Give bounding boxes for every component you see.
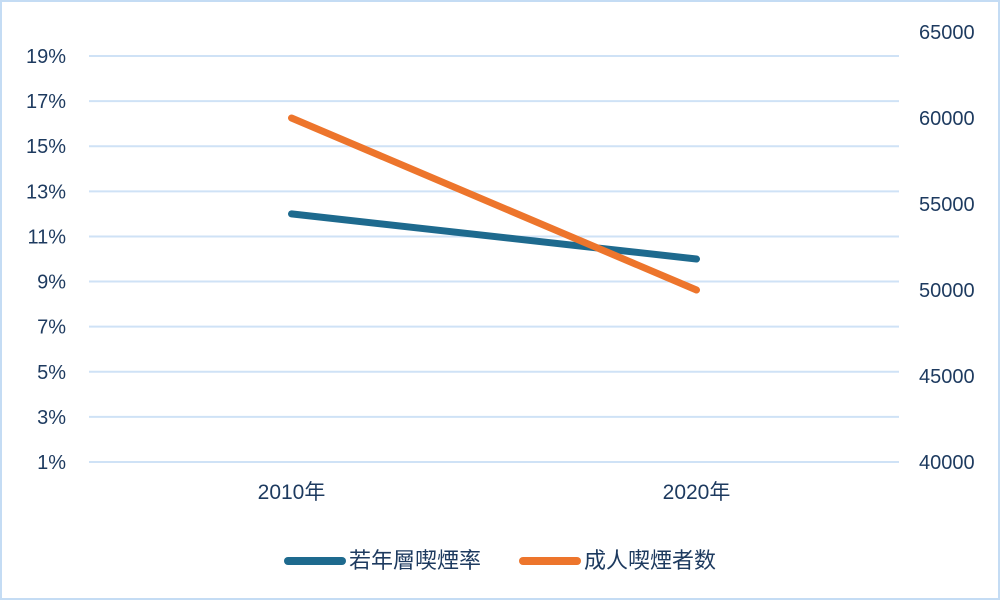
legend-item-youth-smoking-rate: 若年層喫煙率 xyxy=(283,548,481,573)
legend-item-adult-smoker-count: 成人喫煙者数 xyxy=(519,550,716,572)
x-axis-category-label: 2020年 xyxy=(663,481,731,504)
right-axis-tick-label: 55000 xyxy=(919,194,975,216)
left-axis-tick-label: 13% xyxy=(26,181,66,203)
left-axis-tick-label: 15% xyxy=(26,136,66,158)
left-axis-tick-label: 9% xyxy=(37,272,66,294)
legend-label-adult-smoker-count: 成人喫煙者数 xyxy=(584,548,717,573)
left-axis-tick-label: 7% xyxy=(37,317,66,339)
right-axis-tick-label: 40000 xyxy=(919,452,975,474)
right-axis-tick-label: 65000 xyxy=(919,22,975,44)
right-axis-tick-label: 60000 xyxy=(919,108,975,130)
legend: 若年層喫煙率 成人喫煙者数 xyxy=(2,546,998,576)
right-axis-tick-label: 45000 xyxy=(919,366,975,388)
left-axis-tick-label: 3% xyxy=(37,407,66,429)
x-axis-category-label: 2010年 xyxy=(258,481,326,504)
left-axis-tick-label: 11% xyxy=(27,226,66,248)
series-line-1 xyxy=(288,114,700,294)
legend-swatch-youth-smoking-rate xyxy=(283,557,346,565)
left-axis-tick-label: 5% xyxy=(37,362,66,384)
legend-swatch-adult-smoker-count xyxy=(519,557,581,565)
left-axis-tick-label: 1% xyxy=(37,452,66,474)
left-axis-tick-label: 19% xyxy=(26,46,66,68)
series-line-0 xyxy=(288,210,700,263)
legend-label-youth-smoking-rate: 若年層喫煙率 xyxy=(348,548,481,573)
right-axis-tick-label: 50000 xyxy=(919,280,975,302)
left-axis-tick-label: 17% xyxy=(26,91,66,113)
